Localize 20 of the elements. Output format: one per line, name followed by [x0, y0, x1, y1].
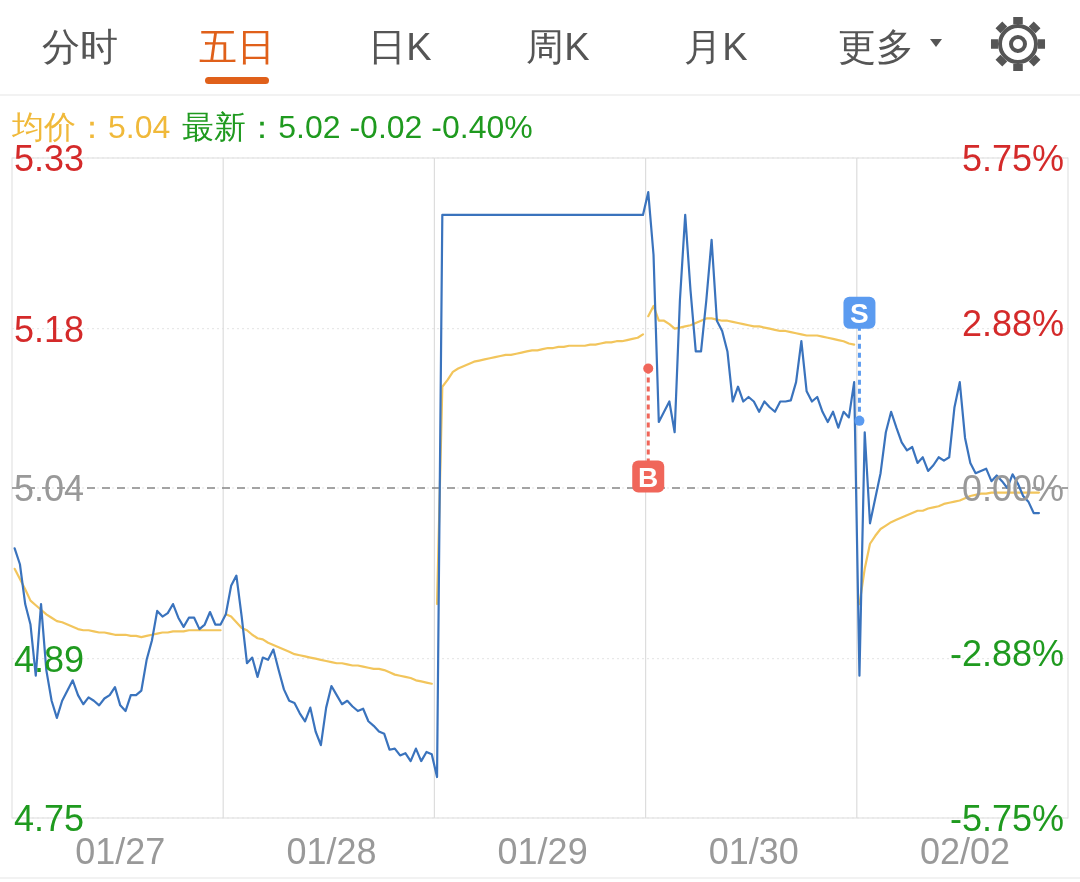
text: 更多: [838, 26, 914, 68]
y-tick-label: 5.04: [14, 468, 85, 509]
text: 最新：5.02 -0.02 -0.40%: [182, 109, 533, 145]
x-tick-label: 02/02: [919, 831, 1011, 872]
text: 周K: [526, 26, 590, 68]
y2-tick-label: 2.88%: [961, 302, 1064, 344]
x-tick-label: 01/29: [497, 831, 588, 872]
y-tick-label: 5.18: [14, 308, 85, 350]
text: 月K: [684, 26, 748, 68]
text: 五日: [199, 26, 275, 68]
x-tick-label: 01/28: [286, 831, 377, 872]
text: 分时: [42, 26, 118, 68]
annotation: S: [850, 297, 869, 329]
x-tick-label: 01/30: [708, 831, 799, 872]
y2-tick-label: 5.75%: [961, 138, 1064, 179]
line-series: [13, 567, 222, 639]
y2-tick-label: -2.88%: [949, 633, 1064, 675]
line-series: [224, 613, 433, 685]
annotation: B: [638, 461, 659, 493]
text: 日K: [368, 26, 432, 68]
